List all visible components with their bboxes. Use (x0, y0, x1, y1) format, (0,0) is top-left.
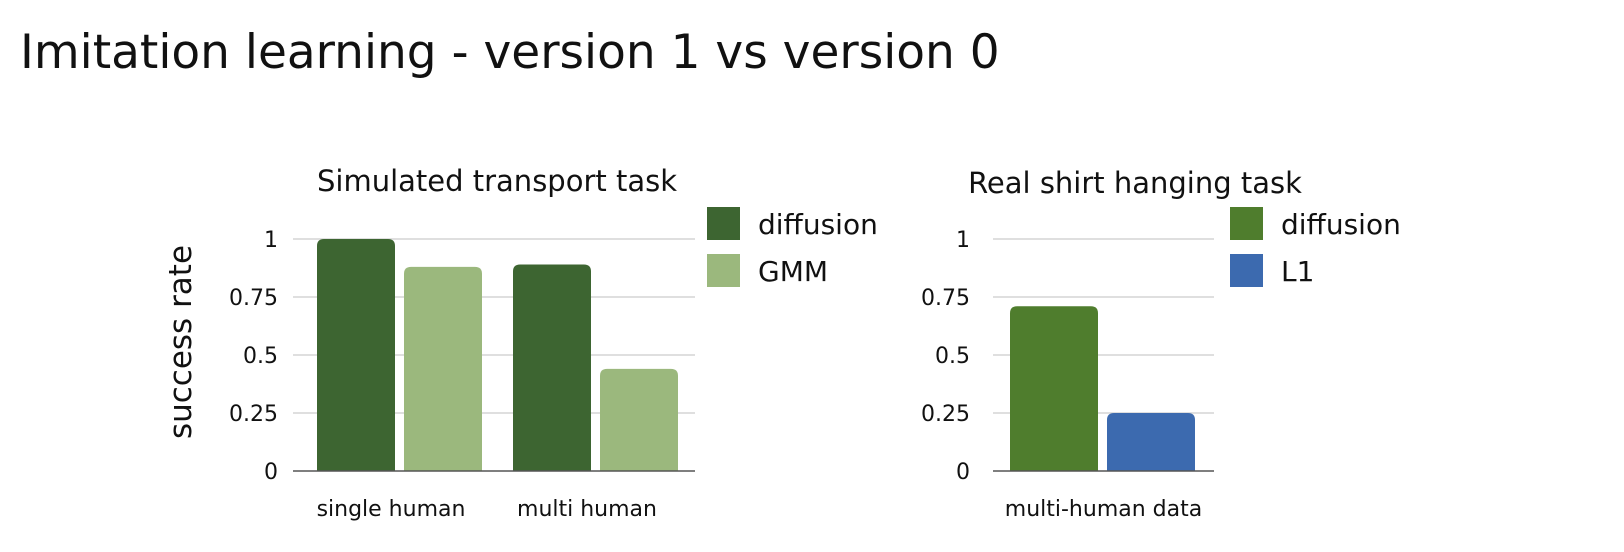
chart-1-legend-label: GMM (758, 255, 828, 288)
chart-1-bar-gmm (404, 266, 482, 471)
chart-1-bar-gmm (600, 368, 678, 471)
chart-2-legend-label: diffusion (1281, 208, 1401, 241)
chart-2-y-tick-label: 0.75 (921, 286, 970, 311)
chart-1-y-tick-label: 0 (264, 460, 278, 485)
chart-2-y-tick-label: 0 (956, 460, 970, 485)
chart-1-legend-label: diffusion (758, 208, 878, 241)
chart-2-y-tick-label: 0.25 (921, 402, 970, 427)
chart-2-legend-swatch (1230, 207, 1263, 240)
chart-2-bar-l1 (1107, 413, 1195, 471)
chart-1-category-label: single human (317, 497, 466, 522)
chart-1-y-tick-label: 0.5 (243, 344, 278, 369)
chart-2-category-label: multi-human data (1005, 497, 1202, 522)
chart-2-y-tick-label: 0.5 (935, 344, 970, 369)
chart-1-category-label: multi human (517, 497, 657, 522)
slide-title: Imitation learning - version 1 vs versio… (20, 25, 1000, 80)
chart-1-bar-diffusion (317, 239, 395, 471)
chart-1-legend-swatch (707, 254, 740, 287)
chart-2-legend-swatch (1230, 254, 1263, 287)
chart-1-y-tick-label: 0.75 (229, 286, 278, 311)
chart-1-y-tick-label: 1 (264, 228, 278, 253)
chart-1-y-tick-label: 0.25 (229, 402, 278, 427)
chart-2-bar-diffusion (1010, 306, 1098, 471)
chart-2-legend-label: L1 (1281, 255, 1314, 288)
chart-1-title: Simulated transport task (317, 164, 677, 198)
chart-1-bar-diffusion (513, 264, 591, 471)
chart-1-y-axis-title: success rate (163, 245, 199, 439)
chart-1-legend-swatch (707, 207, 740, 240)
chart-2-y-tick-label: 1 (956, 228, 970, 253)
chart-2-title: Real shirt hanging task (968, 166, 1302, 200)
